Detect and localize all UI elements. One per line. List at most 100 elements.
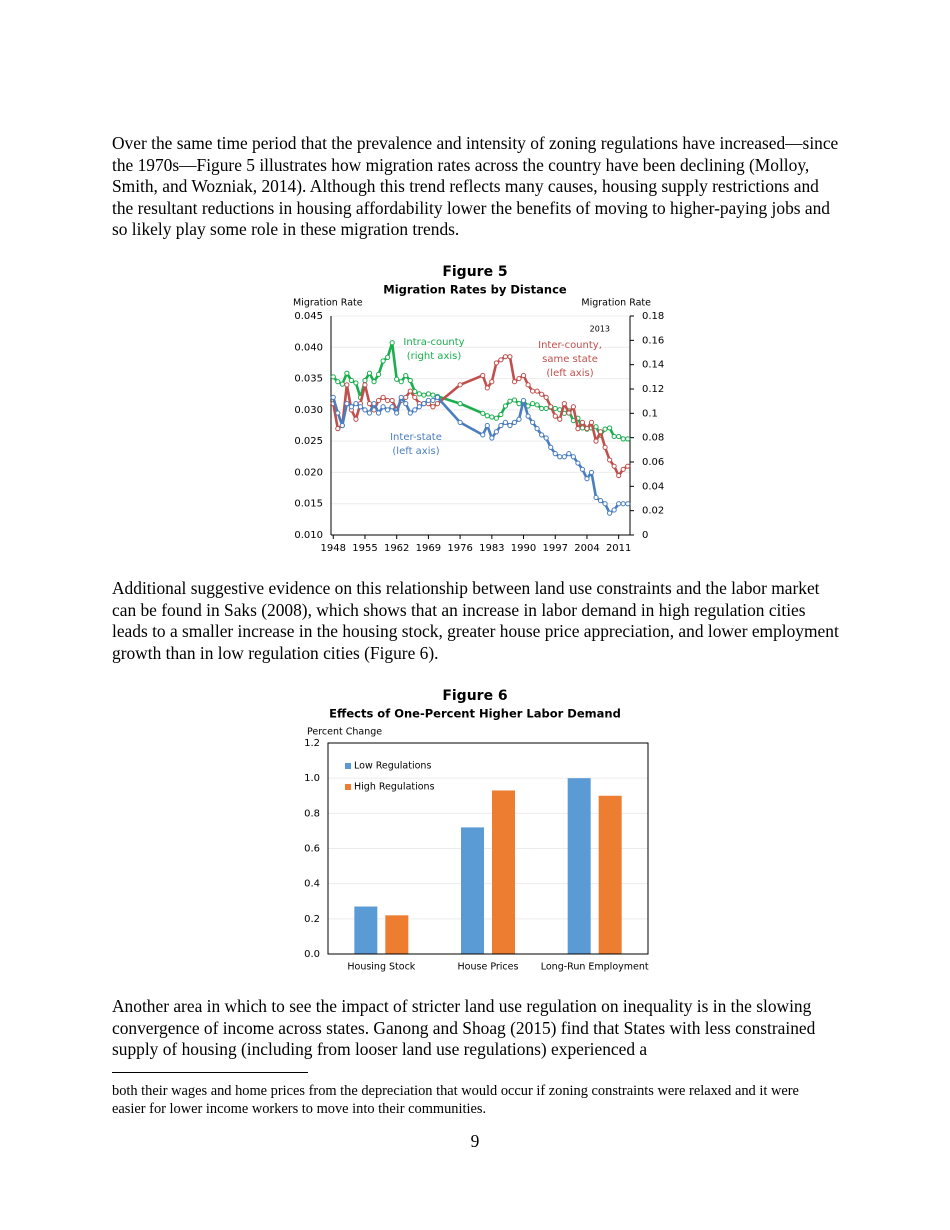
point	[371, 379, 377, 385]
point	[588, 469, 595, 476]
y2-tick-label: 0.08	[642, 433, 664, 444]
annotation: Inter-county,	[538, 340, 602, 351]
point	[366, 401, 373, 407]
point	[611, 507, 617, 513]
page-number: 9	[470, 1131, 480, 1151]
point	[539, 432, 545, 438]
point	[339, 381, 345, 387]
point	[339, 422, 345, 429]
y-tick-label: 0.025	[294, 436, 323, 447]
point	[566, 410, 572, 416]
series-line	[332, 396, 628, 515]
point	[480, 372, 486, 379]
y-tick-label: 0.040	[294, 342, 323, 353]
point	[511, 419, 518, 425]
annotation: (left axis)	[392, 446, 439, 457]
y-tick-label: 0.035	[294, 374, 323, 385]
y2-tick-label: 0.02	[642, 506, 664, 517]
point	[548, 444, 554, 450]
footnote-rule	[112, 1072, 308, 1073]
point	[425, 397, 432, 404]
point	[489, 379, 495, 385]
bar	[385, 915, 409, 954]
paragraph: Additional suggestive evidence on this r…	[112, 578, 839, 663]
point	[366, 410, 373, 416]
point	[570, 454, 576, 460]
y2-tick-label: 0	[642, 530, 648, 541]
point	[380, 404, 386, 410]
legend-label: Low Regulations	[354, 761, 431, 772]
point	[380, 358, 386, 364]
point	[602, 501, 608, 507]
point	[525, 382, 531, 388]
point	[566, 451, 572, 457]
point	[389, 404, 395, 410]
point	[484, 422, 490, 429]
bar	[567, 778, 591, 954]
annotation: 2013	[590, 325, 610, 334]
point	[366, 370, 373, 376]
point	[407, 377, 413, 384]
point	[498, 411, 504, 418]
point	[525, 413, 531, 419]
point	[412, 388, 418, 395]
point	[430, 397, 436, 404]
point	[516, 401, 522, 407]
y2-tick-label: 0.14	[642, 360, 664, 371]
x-tick-label: 1983	[479, 543, 504, 554]
point	[498, 357, 504, 363]
point	[357, 404, 364, 410]
point	[507, 422, 513, 429]
point	[584, 476, 590, 482]
x-tick-label: House Prices	[458, 962, 519, 973]
annotation: (left axis)	[546, 368, 593, 379]
annotation: Intra-county	[403, 337, 464, 348]
point	[552, 413, 558, 419]
y2-tick-label: 0.04	[642, 481, 664, 492]
point	[375, 410, 382, 416]
y-tick-label: 0.045	[294, 311, 323, 322]
point	[511, 397, 518, 403]
point	[516, 416, 522, 422]
y-tick-label: 0.8	[304, 808, 320, 819]
x-tick-label: 2011	[606, 543, 631, 554]
y-axis-label: Migration Rate	[293, 298, 363, 309]
legend-label: High Regulations	[354, 782, 435, 793]
point	[407, 388, 413, 394]
point	[498, 422, 504, 429]
point	[579, 419, 586, 425]
point	[588, 419, 595, 425]
point	[611, 433, 617, 440]
y-tick-label: 0.030	[294, 405, 323, 416]
y-tick-label: 0.4	[304, 879, 320, 890]
point	[430, 404, 436, 410]
point	[385, 407, 391, 413]
point	[362, 382, 368, 388]
point	[457, 382, 463, 388]
point	[584, 426, 590, 432]
point	[434, 401, 441, 407]
point	[616, 501, 622, 507]
point	[421, 392, 427, 398]
point	[607, 510, 613, 516]
point	[593, 494, 599, 501]
point	[375, 371, 382, 378]
point	[620, 501, 626, 507]
point	[493, 415, 499, 421]
point	[557, 454, 563, 460]
point	[593, 424, 599, 430]
point	[416, 404, 422, 410]
point	[493, 360, 499, 366]
point	[493, 429, 499, 435]
x-tick-label: 1969	[416, 543, 441, 554]
point	[502, 354, 509, 360]
bar	[461, 827, 484, 954]
chart-title: Figure 5	[442, 264, 507, 280]
x-tick-label: 1976	[447, 543, 472, 554]
annotation: same state	[542, 354, 598, 365]
point	[484, 413, 490, 419]
y-axis-label: Percent Change	[307, 727, 382, 738]
point	[520, 397, 527, 404]
point	[403, 401, 409, 407]
point	[507, 354, 513, 360]
